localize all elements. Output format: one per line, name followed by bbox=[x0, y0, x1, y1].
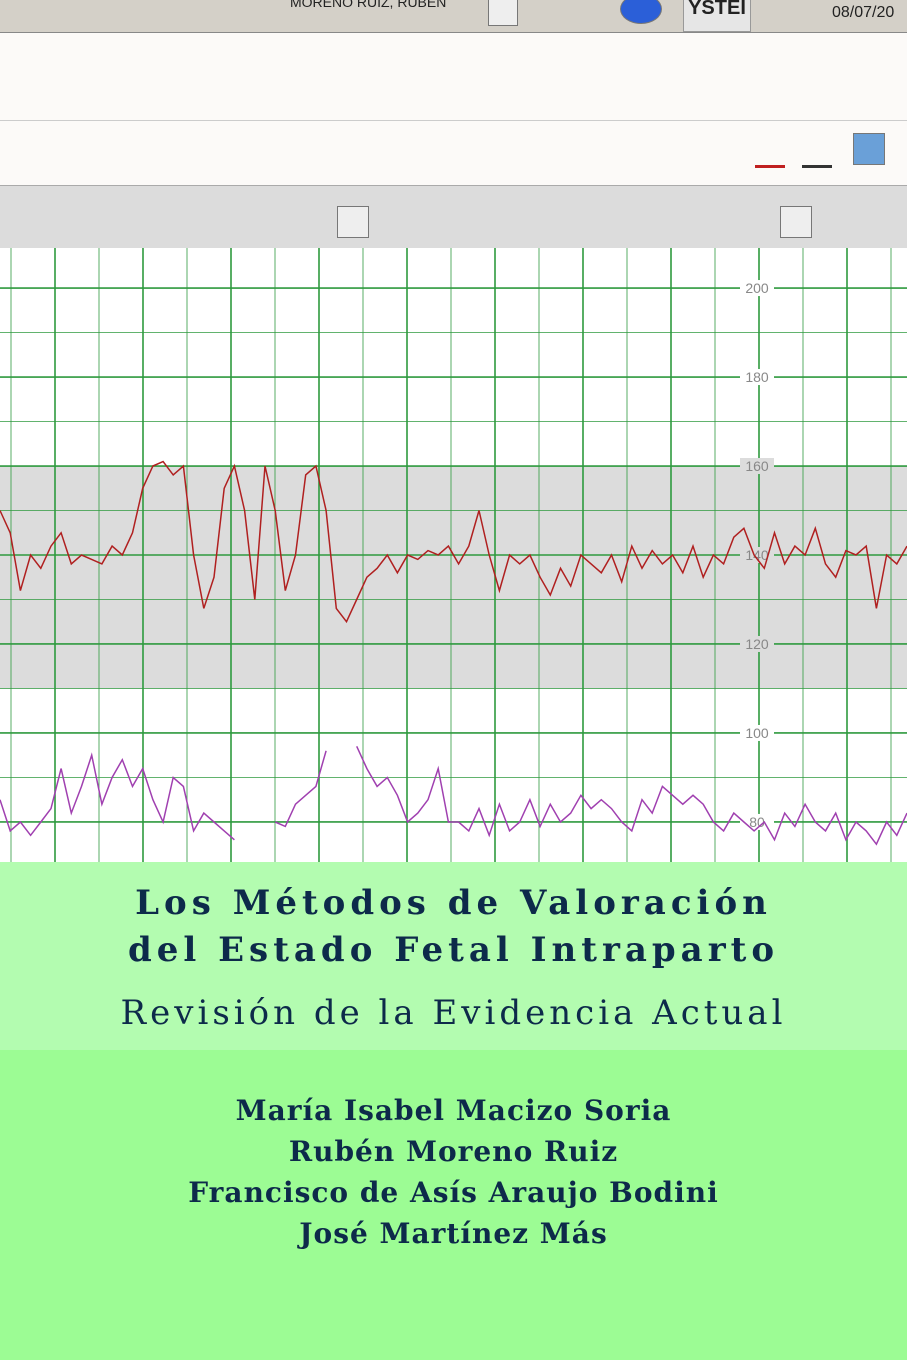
export-icon bbox=[802, 135, 832, 168]
tab: YSTEI bbox=[683, 0, 751, 32]
tick-label-bg bbox=[740, 724, 774, 741]
subtitle: Revisión de la Evidencia Actual bbox=[120, 993, 787, 1033]
title-band bbox=[0, 862, 907, 1050]
lock-icon bbox=[488, 0, 518, 26]
tick-label-bg bbox=[740, 635, 774, 652]
tick-label-bg bbox=[740, 547, 774, 563]
channel-icon bbox=[780, 206, 812, 238]
tick-label-bg bbox=[740, 369, 774, 386]
ctg-chart: 200 180 160 140 120 100 80 bbox=[0, 248, 907, 862]
normal-band bbox=[0, 466, 907, 689]
author: María Isabel Macizo Soria bbox=[235, 1094, 672, 1127]
tick-label-bg bbox=[740, 458, 774, 475]
y-tick-label: 100 bbox=[745, 725, 769, 741]
monitor-window: MORENO RUIZ, RUBEN YSTEI 08/07/20 bbox=[0, 0, 907, 249]
trace-line bbox=[0, 745, 907, 846]
resize-icon bbox=[755, 135, 785, 168]
date: 08/07/20 bbox=[832, 4, 895, 21]
chart-header bbox=[0, 185, 907, 249]
y-tick-label: 120 bbox=[745, 636, 769, 652]
y-tick-label: 200 bbox=[745, 280, 769, 296]
y-tick-label: 160 bbox=[745, 458, 769, 474]
y-tick-label: 80 bbox=[749, 814, 765, 830]
icon-row bbox=[0, 120, 907, 185]
title-line: del Estado Fetal Intraparto bbox=[127, 930, 779, 970]
author: José Martínez Más bbox=[299, 1217, 608, 1250]
author: Francisco de Asís Araujo Bodini bbox=[188, 1176, 719, 1209]
y-tick-label: 180 bbox=[745, 369, 769, 385]
title-line: Los Métodos de Valoración bbox=[135, 883, 772, 923]
trace-line bbox=[0, 460, 907, 624]
channel-icon bbox=[337, 206, 369, 238]
y-tick-label: 140 bbox=[745, 547, 769, 563]
toolbar: MORENO RUIZ, RUBEN YSTEI 08/07/20 bbox=[0, 0, 907, 33]
tick-label-bg bbox=[740, 280, 774, 297]
patient-name: MORENO RUIZ, RUBEN bbox=[290, 0, 447, 10]
author: Rubén Moreno Ruiz bbox=[288, 1135, 619, 1168]
help-icon bbox=[620, 0, 662, 24]
file-icon bbox=[853, 133, 885, 165]
